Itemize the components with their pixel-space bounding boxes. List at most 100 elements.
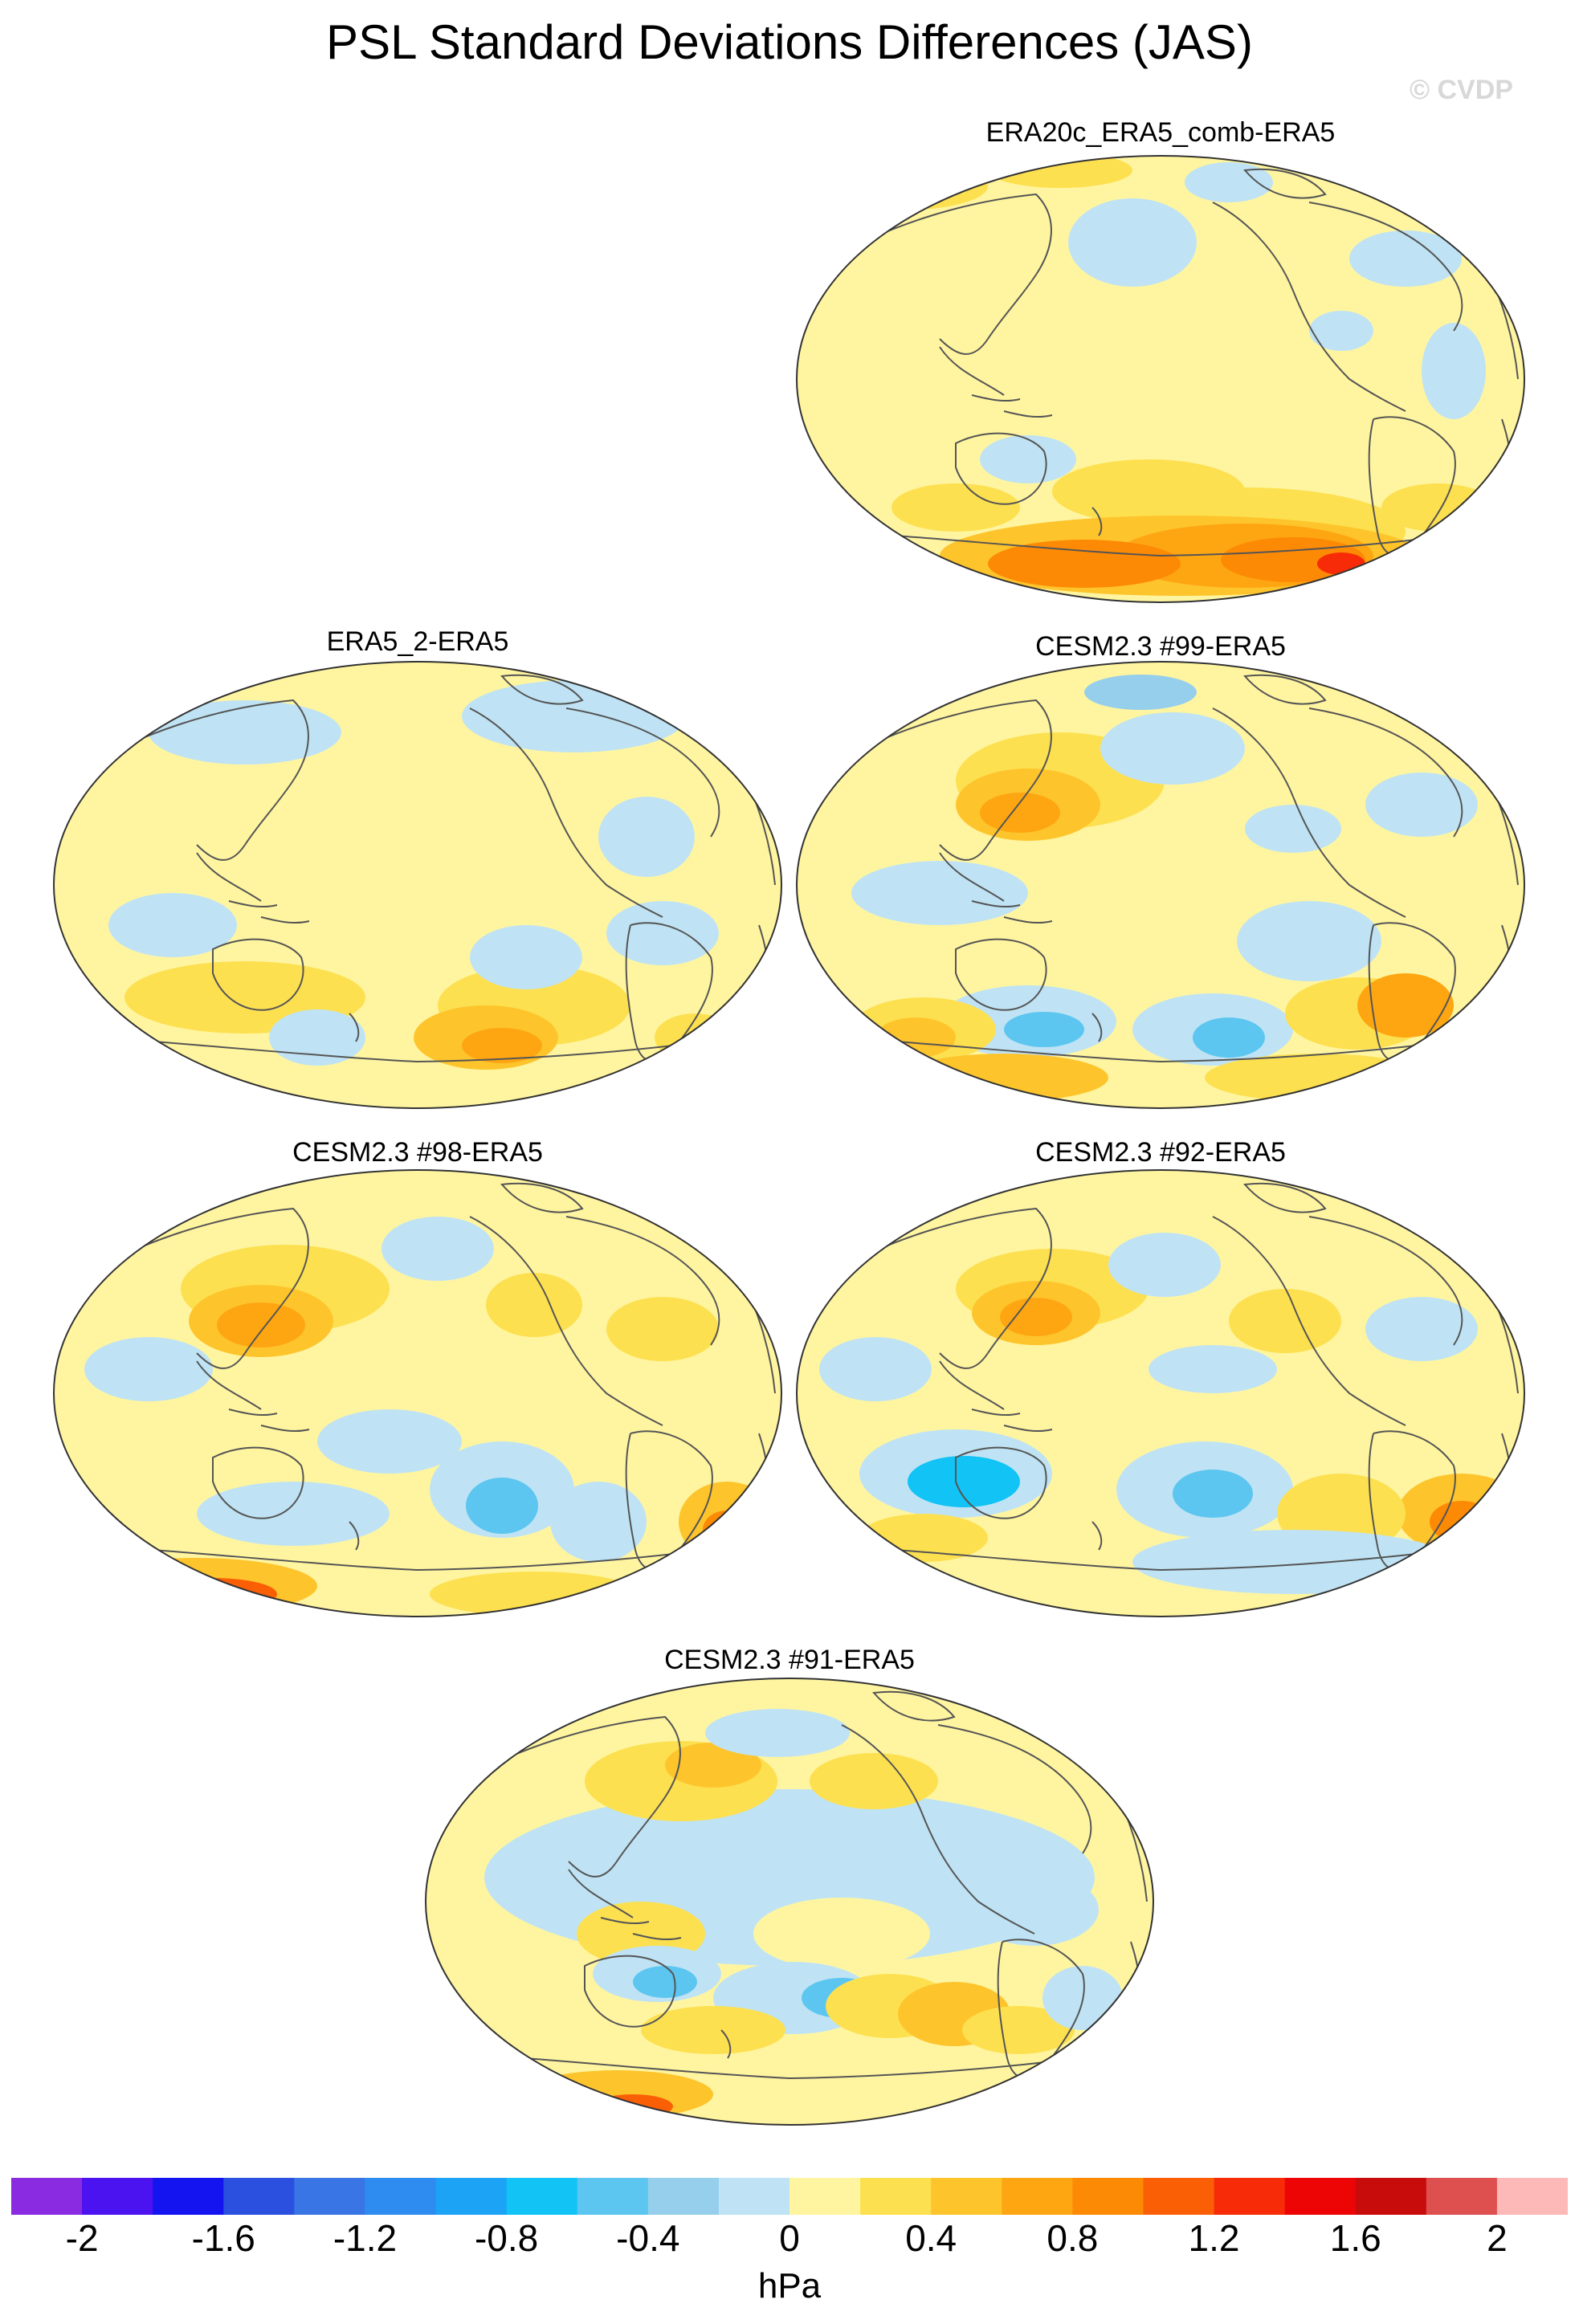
contour-region (633, 1966, 697, 1998)
colorbar-swatch (860, 2178, 932, 2215)
contour-region (1309, 311, 1373, 351)
figure-title: PSL Standard Deviations Differences (JAS… (326, 15, 1253, 69)
map-panel-era20c (796, 155, 1525, 603)
contour-region (1149, 1345, 1277, 1393)
map-border (796, 661, 1525, 1109)
colorbar-swatch (577, 2178, 649, 2215)
colorbar-swatch (931, 2178, 1002, 2215)
contour-region (1317, 552, 1365, 575)
colorbar-swatch (1143, 2178, 1215, 2215)
contour-region (665, 1743, 761, 1788)
colorbar (11, 2178, 1568, 2215)
contour-region (269, 1009, 365, 1066)
contour-region (550, 1482, 647, 1562)
map-panel-era5-2 (53, 661, 782, 1109)
map-panel-cesm98 (53, 1169, 782, 1617)
contour-region (381, 1217, 494, 1281)
contour-region (598, 797, 695, 877)
contour-region (1365, 773, 1478, 837)
colorbar-tick-label: -1.2 (333, 2217, 398, 2259)
contour-region (462, 680, 687, 752)
colorbar-swatch (11, 2178, 83, 2215)
panel-title-cesm91: CESM2.3 #91-ERA5 (664, 1645, 915, 1675)
contour-region (1132, 1530, 1454, 1594)
map-border (796, 155, 1525, 603)
contour-region (1245, 805, 1341, 853)
colorbar-tick-label: 1.6 (1329, 2217, 1381, 2259)
colorbar-tick-label: -0.4 (616, 2217, 680, 2259)
contour-region (679, 1482, 775, 1562)
contour-region (705, 1709, 850, 1757)
map-border (425, 1678, 1154, 2126)
colorbar-swatch (1496, 2178, 1568, 2215)
contour-region (149, 700, 341, 764)
colorbar-swatch (1355, 2178, 1427, 2215)
map-border (53, 1169, 782, 1617)
contour-region (197, 1482, 390, 1546)
colorbar-swatch (435, 2178, 508, 2215)
map-panel-cesm92 (796, 1169, 1525, 1617)
contour-region (641, 2006, 785, 2054)
contour-region (486, 1273, 582, 1337)
map-panel-cesm99 (796, 661, 1525, 1109)
contour-region (317, 1409, 462, 1474)
colorbar-swatch (647, 2178, 720, 2215)
panel-title-cesm92: CESM2.3 #92-ERA5 (1035, 1137, 1286, 1168)
colorbar-swatch (82, 2178, 153, 2215)
contour-region (1108, 1233, 1221, 1297)
map-panel-cesm91 (425, 1678, 1154, 2126)
panel-title-era20c: ERA20c_ERA5_comb-ERA5 (985, 117, 1336, 148)
colorbar-tick-label: 2 (1487, 2217, 1508, 2259)
contour-region (1365, 1297, 1478, 1361)
contour-region (470, 925, 582, 989)
colorbar-swatch (506, 2178, 578, 2215)
contour-region (1237, 901, 1381, 981)
contour-region (1357, 973, 1454, 1038)
panel-title-cesm99: CESM2.3 #99-ERA5 (1035, 631, 1286, 662)
contour-region (1185, 162, 1273, 202)
colorbar-swatch (790, 2178, 861, 2215)
contour-region (430, 1572, 639, 1617)
contour-region (980, 793, 1060, 833)
panel-title-era5-2: ERA5_2-ERA5 (326, 626, 509, 657)
coastlines (826, 168, 1519, 557)
panel-title-cesm98: CESM2.3 #98-ERA5 (292, 1137, 543, 1168)
colorbar-tick-label: -2 (65, 2217, 99, 2259)
colorbar-units-label: hPa (757, 2266, 822, 2306)
contour-region (761, 2072, 986, 2117)
colorbar-swatch (1072, 2178, 1144, 2215)
contour-region (851, 861, 1028, 925)
contour-region (703, 1511, 751, 1549)
map-border (53, 661, 782, 1109)
contour-region (859, 1514, 988, 1562)
map-border (796, 1169, 1525, 1617)
contour-region (988, 540, 1181, 588)
colorbar-swatch (365, 2178, 437, 2215)
colorbar-swatch (1214, 2178, 1286, 2215)
colorbar-tick-label: 1.2 (1188, 2217, 1240, 2259)
contour-region (593, 2094, 673, 2118)
contour-region (1205, 1054, 1430, 1102)
contour-region (1084, 675, 1197, 710)
contour-region (811, 162, 988, 210)
colorbar-tick-label: 0 (779, 2217, 800, 2259)
contour-region (819, 1337, 932, 1401)
colorbar-swatch (294, 2178, 365, 2215)
contour-region (892, 483, 1020, 532)
contour-region (1068, 198, 1197, 287)
contour-region (1004, 1012, 1084, 1047)
contour-region (1173, 1470, 1253, 1518)
contour-region (970, 1873, 1099, 1946)
contour-region (900, 1054, 1108, 1102)
contour-region (962, 2006, 1075, 2054)
contour-region (466, 1478, 538, 1534)
contour-region (108, 893, 237, 957)
contour-region (76, 1558, 317, 1614)
contour-region (606, 1297, 719, 1361)
colorbar-swatch (1426, 2178, 1498, 2215)
contour-region (1000, 1298, 1072, 1336)
contour-region (520, 2070, 713, 2118)
contour-region (217, 1303, 305, 1348)
contour-region (980, 435, 1076, 483)
contour-region (317, 740, 462, 805)
